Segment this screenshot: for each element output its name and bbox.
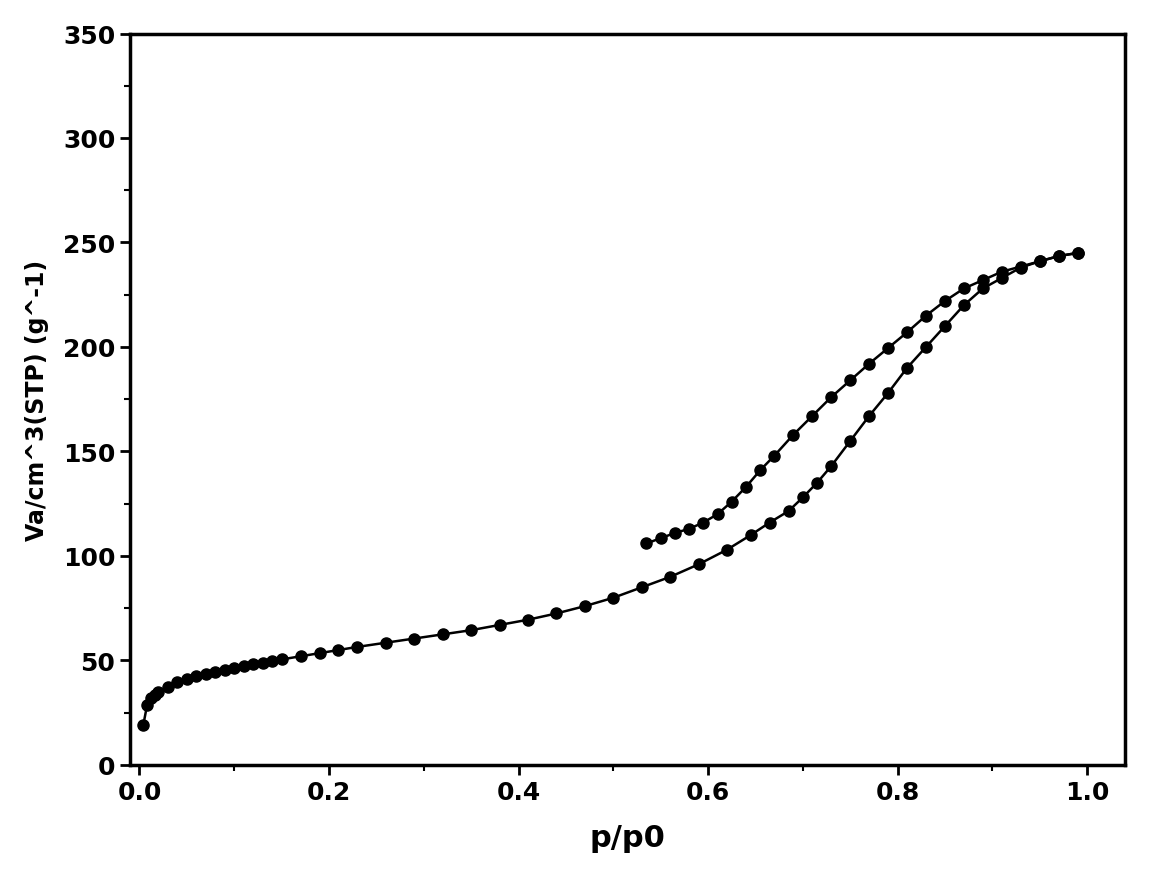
X-axis label: p/p0: p/p0: [590, 823, 666, 852]
Y-axis label: Va/cm^3(STP) (g^-1): Va/cm^3(STP) (g^-1): [25, 260, 49, 540]
